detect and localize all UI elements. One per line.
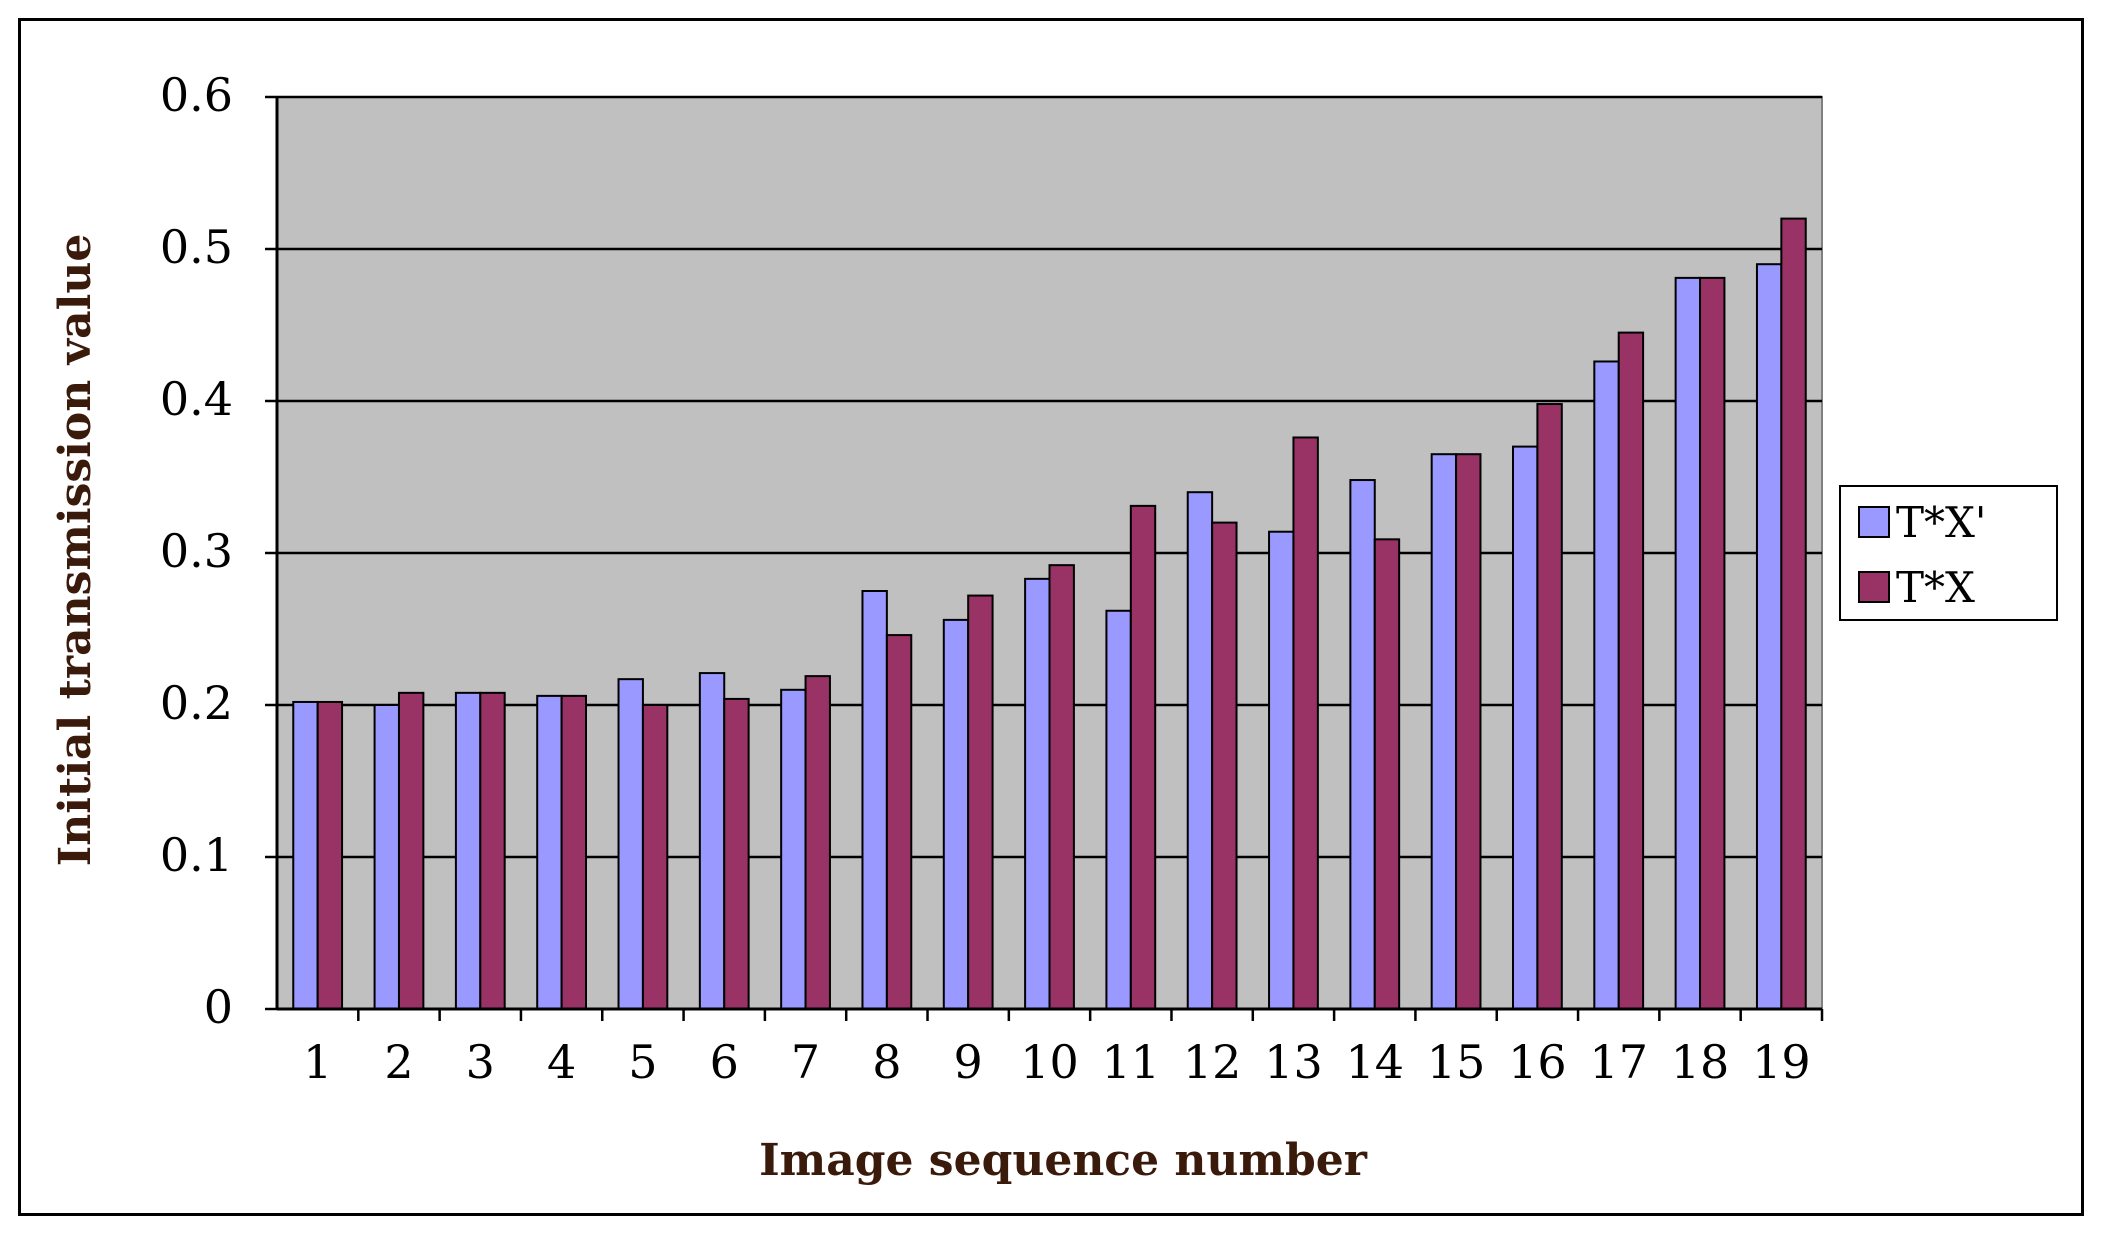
x-tick-label: 2: [384, 1035, 413, 1089]
bar-tx-10: [1048, 564, 1075, 1010]
bar-tx-9: [967, 594, 994, 1010]
y-tick-label: 0.4: [160, 372, 233, 426]
bar-tx-prime-11: [1105, 609, 1132, 1010]
bar-tx-16: [1536, 403, 1563, 1011]
axes: [265, 95, 1824, 1021]
y-tick-label: 0.3: [160, 524, 233, 578]
bars: [292, 217, 1807, 1011]
bar-tx-11: [1129, 504, 1157, 1010]
x-tick-label: 9: [954, 1035, 983, 1089]
bar-tx-prime-15: [1430, 453, 1458, 1010]
y-tick-label: 0.1: [160, 828, 233, 882]
x-tick-label: 18: [1671, 1035, 1730, 1089]
bar-tx-prime-8: [861, 590, 888, 1010]
x-tick-label: 8: [872, 1035, 901, 1089]
x-tick-label: 3: [466, 1035, 495, 1089]
bar-tx-7: [804, 675, 831, 1010]
x-tick-label: 16: [1508, 1035, 1567, 1089]
x-tick-label: 5: [628, 1035, 657, 1089]
bar-tx-19: [1780, 217, 1807, 1011]
bar-tx-13: [1292, 436, 1319, 1011]
legend: T*X' T*X: [1839, 485, 2058, 621]
bar-tx-prime-12: [1186, 491, 1214, 1010]
bar-tx-prime-16: [1512, 445, 1539, 1011]
bar-tx-18: [1699, 276, 1726, 1010]
bar-tx-prime-4: [536, 694, 563, 1010]
bar-tx-prime-17: [1593, 360, 1620, 1011]
y-tick-label: 0.2: [160, 676, 233, 730]
legend-swatch-tx-prime: [1858, 506, 1890, 538]
x-tick-label: 15: [1427, 1035, 1486, 1089]
x-axis-title: Image sequence number: [759, 1135, 1368, 1186]
legend-swatch-tx: [1858, 571, 1890, 603]
bar-tx-prime-6: [698, 672, 726, 1011]
bar-tx-prime-3: [454, 691, 482, 1011]
y-tick-label: 0: [204, 980, 233, 1034]
bar-tx-2: [397, 691, 425, 1011]
bar-tx-12: [1211, 521, 1238, 1010]
x-tick-labels: 1 2 3 4 5 6 7 8 9 10 11 12 13 14 15 16 17 18 19: [303, 1035, 1811, 1089]
x-tick-label: 14: [1345, 1035, 1404, 1089]
bar-tx-6: [723, 697, 750, 1010]
bar-tx-prime-10: [1024, 577, 1051, 1011]
bar-tx-prime-18: [1674, 276, 1702, 1010]
bar-tx-prime-13: [1268, 530, 1295, 1010]
x-tick-label: 11: [1102, 1035, 1161, 1089]
x-tick-label: 17: [1589, 1035, 1648, 1089]
bar-tx-5: [641, 704, 669, 1010]
bar-tx-prime-2: [373, 704, 400, 1010]
bar-tx-prime-5: [617, 678, 644, 1010]
y-tick-label: 0.5: [160, 220, 233, 274]
x-tick-label: 7: [791, 1035, 820, 1089]
x-tick-label: 13: [1264, 1035, 1323, 1089]
y-tick-label: 0.6: [160, 68, 233, 122]
y-tick-labels: 0 0.1 0.2 0.3 0.4 0.5 0.6: [160, 68, 233, 1034]
legend-label-tx: T*X: [1896, 563, 1975, 612]
bar-tx-14: [1373, 538, 1401, 1010]
x-tick-label: 4: [547, 1035, 576, 1089]
bar-tx-prime-19: [1755, 263, 1783, 1010]
x-tick-label: 6: [710, 1035, 739, 1089]
x-tick-label: 1: [303, 1035, 332, 1089]
bar-tx-prime-1: [292, 700, 319, 1011]
bar-tx-15: [1455, 453, 1482, 1010]
legend-label-tx-prime: T*X': [1896, 498, 1986, 547]
bar-tx-17: [1617, 331, 1645, 1011]
x-tick-label: 19: [1752, 1035, 1811, 1089]
bar-tx-1: [316, 700, 344, 1011]
x-tick-label: 12: [1183, 1035, 1242, 1089]
x-tick-label: 10: [1020, 1035, 1079, 1089]
bar-tx-prime-7: [780, 688, 807, 1010]
bar-tx-4: [560, 694, 588, 1010]
y-axis-title: Initial transmission value: [50, 234, 101, 867]
bar-tx-8: [885, 634, 913, 1011]
bar-tx-prime-9: [942, 618, 970, 1010]
bar-tx-prime-14: [1349, 479, 1376, 1011]
bar-tx-3: [479, 691, 506, 1011]
